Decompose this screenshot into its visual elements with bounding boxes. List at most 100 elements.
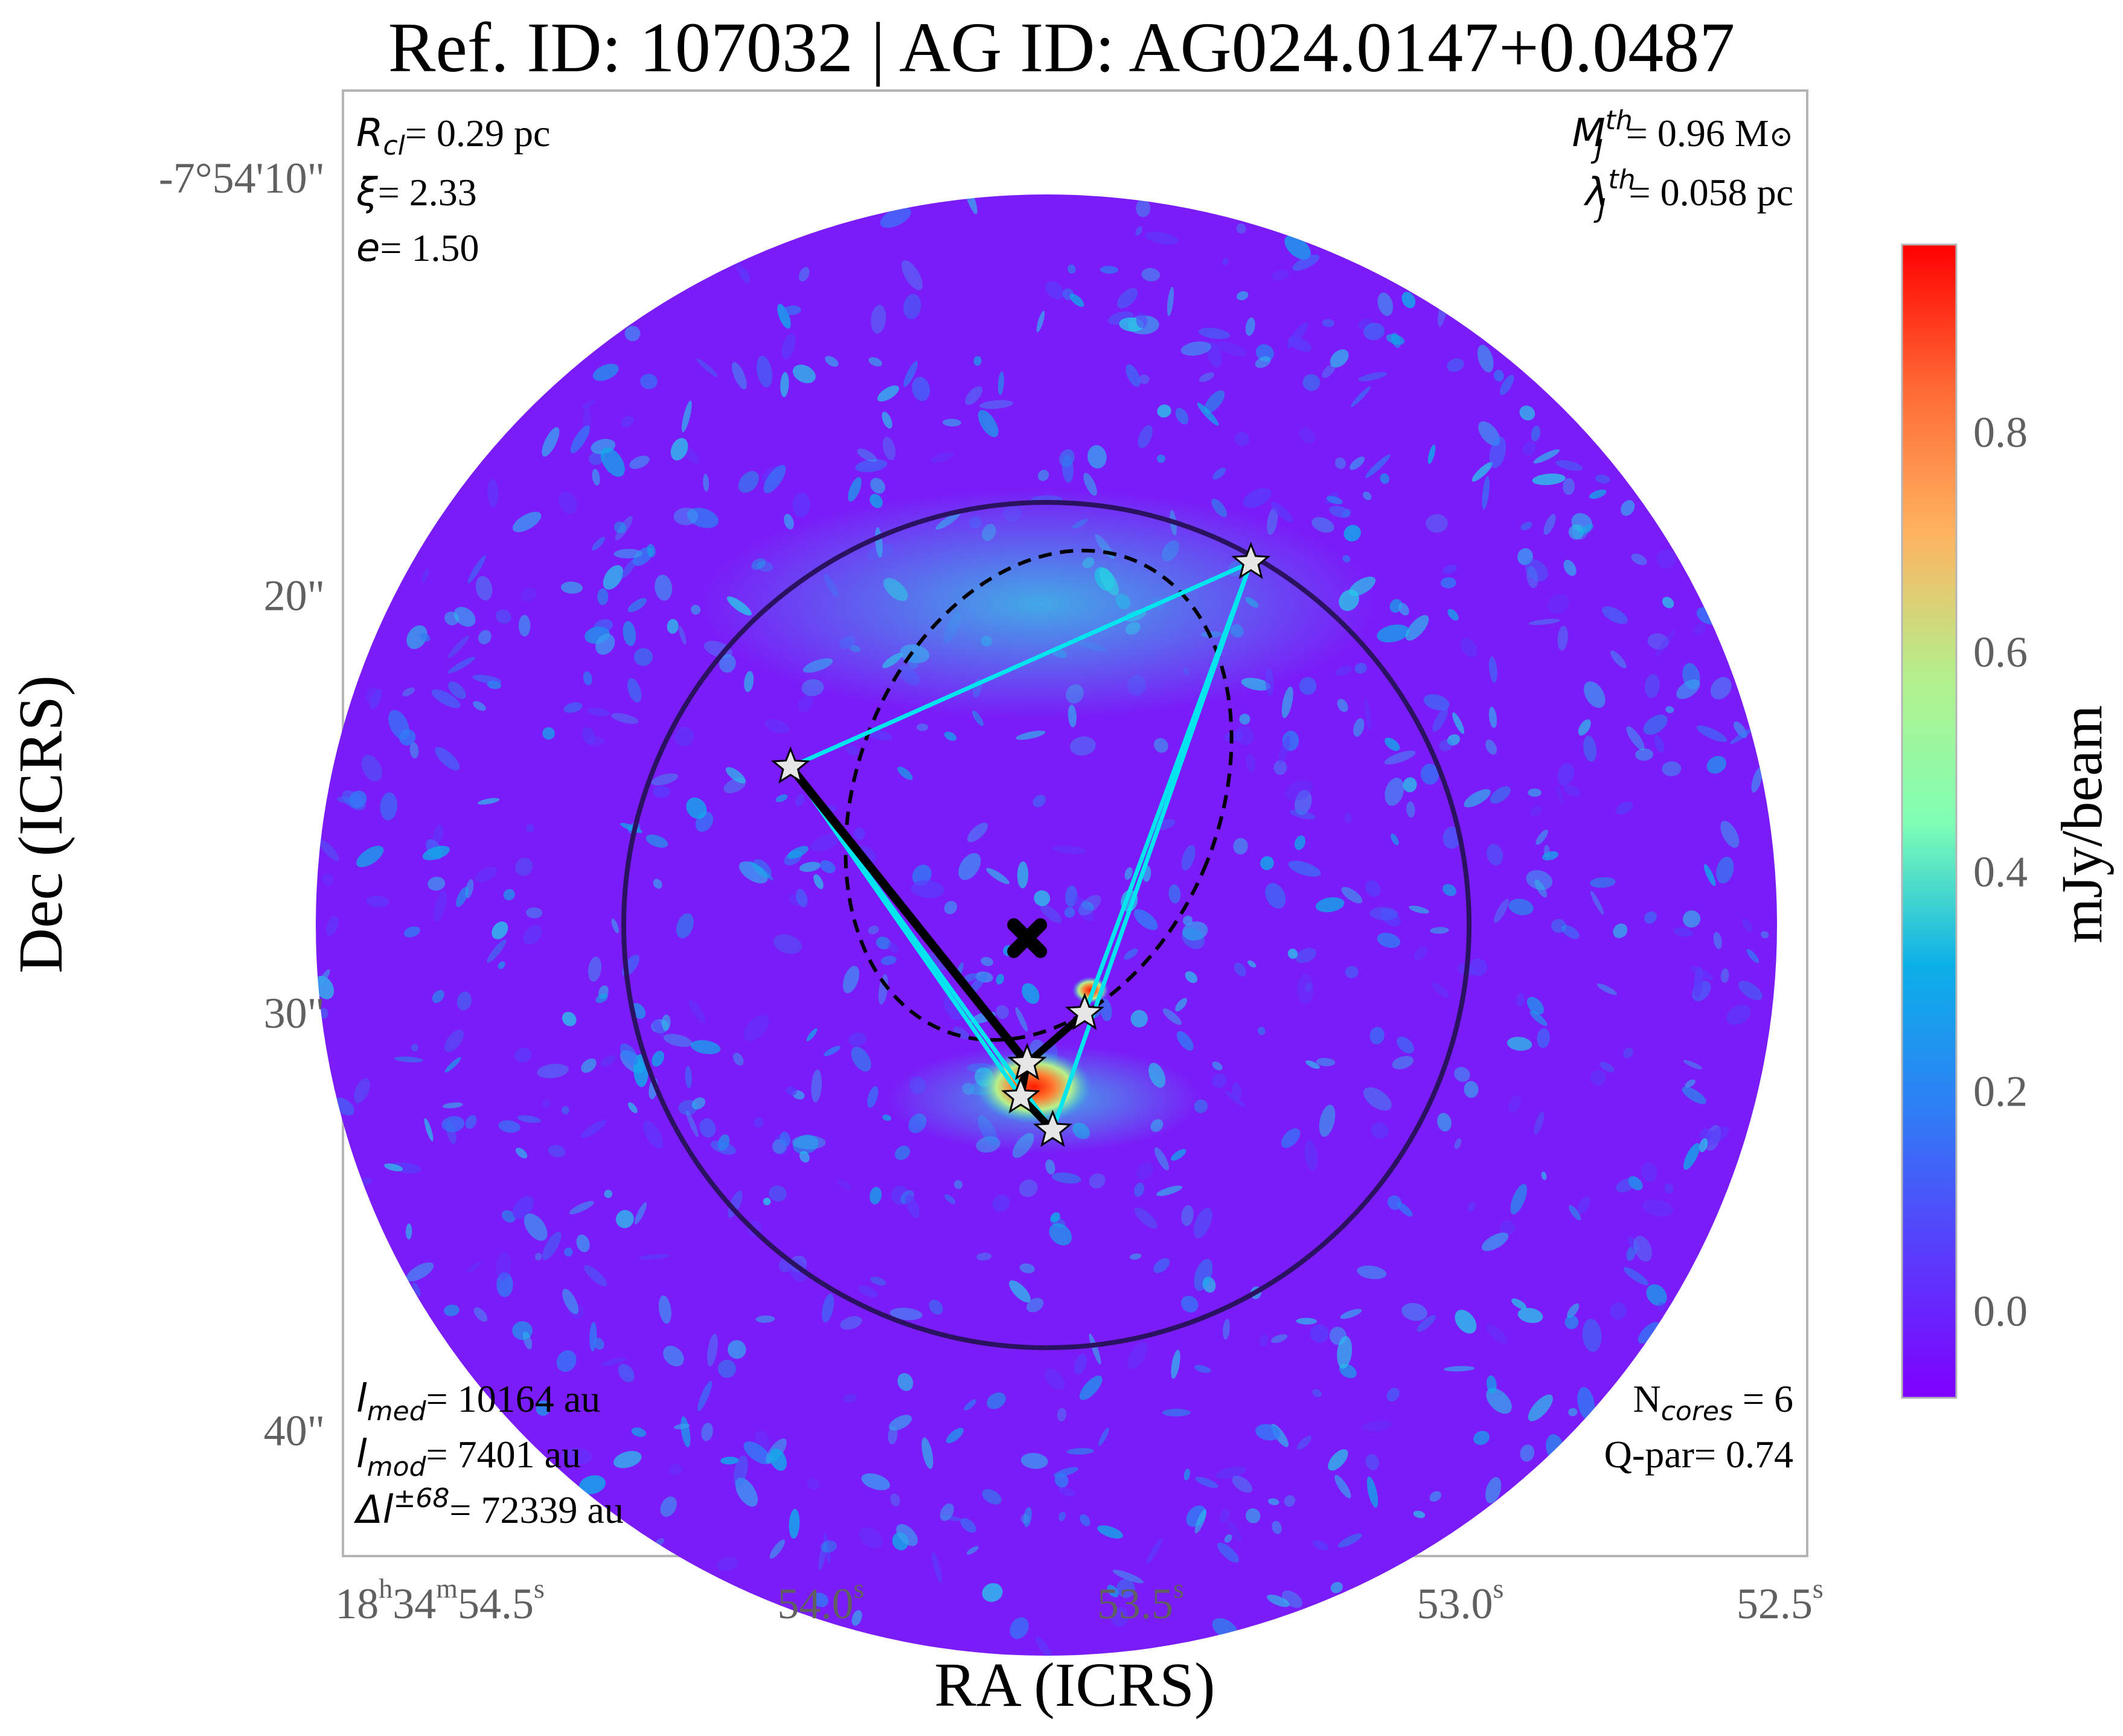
map-speckle (1761, 931, 1769, 938)
map-speckle (1079, 1376, 1103, 1400)
map-speckle (1009, 1280, 1031, 1303)
map-speckle (1069, 736, 1096, 756)
map-speckle (676, 913, 694, 938)
map-speckle (743, 1441, 771, 1464)
map-speckle (877, 385, 900, 402)
map-speckle (843, 1394, 857, 1403)
map-speckle (628, 1102, 638, 1113)
map-speckle (780, 1131, 791, 1147)
map-speckle (1673, 927, 1694, 937)
map-speckle (406, 1262, 434, 1282)
map-speckle (562, 1106, 569, 1115)
map-speckle (1548, 594, 1569, 614)
map-speckle (520, 587, 537, 601)
map-speckle (1167, 286, 1174, 316)
map-speckle (996, 973, 1004, 985)
map-speckle (1037, 470, 1049, 481)
map-speckle (1134, 1182, 1145, 1197)
map-speckle (869, 1187, 882, 1205)
map-speckle (1655, 630, 1675, 658)
map-speckle (1097, 1525, 1124, 1539)
map-speckle (733, 1052, 744, 1066)
map-speckle (1313, 1540, 1329, 1551)
map-speckle (1157, 404, 1171, 418)
map-speckle (1384, 751, 1416, 764)
map-speckle (818, 1542, 827, 1571)
map-speckle (1366, 1476, 1379, 1508)
map-speckle (424, 1118, 434, 1141)
map-speckle (1112, 1569, 1144, 1584)
map-speckle (1589, 489, 1607, 499)
map-speckle (1049, 1223, 1072, 1246)
map-speckle (1162, 1008, 1182, 1025)
map-speckle (1350, 386, 1371, 408)
map-speckle (518, 615, 531, 637)
map-speckle (498, 961, 505, 969)
map-speckle (795, 794, 805, 807)
core-star-icon (1007, 1042, 1047, 1080)
map-speckle (1662, 761, 1682, 777)
map-speckle (1405, 615, 1429, 641)
map-speckle (1508, 898, 1534, 915)
map-speckle (1742, 918, 1753, 932)
map-speckle (652, 1019, 665, 1037)
map-speckle (365, 687, 380, 705)
core-star-icon (1231, 542, 1271, 579)
map-speckle (652, 1051, 665, 1067)
map-speckle (1485, 739, 1497, 755)
map-speckle (979, 400, 1013, 409)
map-speckle (563, 702, 583, 713)
map-speckle (522, 1331, 533, 1350)
map-speckle (1432, 708, 1449, 732)
map-speckle (354, 1078, 370, 1103)
map-speckle (1520, 1444, 1535, 1462)
map-speckle (1182, 921, 1208, 941)
map-speckle (1124, 948, 1138, 960)
map-speckle (903, 360, 918, 387)
map-speckle (623, 621, 636, 646)
map-speckle (1385, 777, 1404, 806)
map-speckle (1699, 1138, 1708, 1153)
map-speckle (1284, 1495, 1296, 1507)
annotation-e: e= 1.50 (356, 226, 479, 271)
map-speckle (1369, 1027, 1385, 1045)
map-speckle (1377, 624, 1409, 642)
map-speckle (932, 1552, 943, 1584)
annotation-q-par: Q-par= 0.74 (1604, 1433, 1793, 1476)
map-speckle (627, 598, 647, 612)
map-speckle (411, 1043, 418, 1052)
map-speckle (806, 1028, 818, 1042)
map-speckle (1380, 473, 1389, 484)
map-speckle (1022, 983, 1040, 1004)
map-speckle (629, 455, 650, 469)
map-speckle (1288, 860, 1321, 877)
map-speckle (1511, 1298, 1526, 1310)
map-speckle (1180, 341, 1211, 356)
map-speckle (859, 1526, 883, 1549)
map-speckle (1073, 896, 1094, 922)
map-speckle (478, 798, 500, 805)
map-speckle (562, 1289, 579, 1315)
map-speckle (1432, 982, 1449, 998)
map-speckle (638, 1254, 670, 1260)
map-speckle (1175, 998, 1187, 1011)
map-speckle (1385, 737, 1400, 751)
map-speckle (660, 1496, 677, 1517)
map-speckle (1528, 618, 1561, 626)
map-speckle (1517, 1307, 1543, 1324)
map-speckle (812, 1592, 828, 1607)
map-speckle (384, 1163, 403, 1171)
map-speckle (1181, 1205, 1194, 1226)
map-speckle (431, 689, 461, 708)
map-speckle (967, 822, 988, 842)
map-speckle (611, 713, 639, 724)
map-speckle (1703, 864, 1716, 886)
map-speckle (1273, 760, 1287, 775)
map-speckle (1337, 1336, 1353, 1369)
map-speckle (1295, 789, 1312, 815)
map-speckle (496, 1251, 511, 1281)
map-speckle (1563, 560, 1577, 576)
map-speckle (1365, 454, 1391, 478)
map-speckle (487, 478, 499, 508)
map-speckle (754, 1117, 764, 1128)
